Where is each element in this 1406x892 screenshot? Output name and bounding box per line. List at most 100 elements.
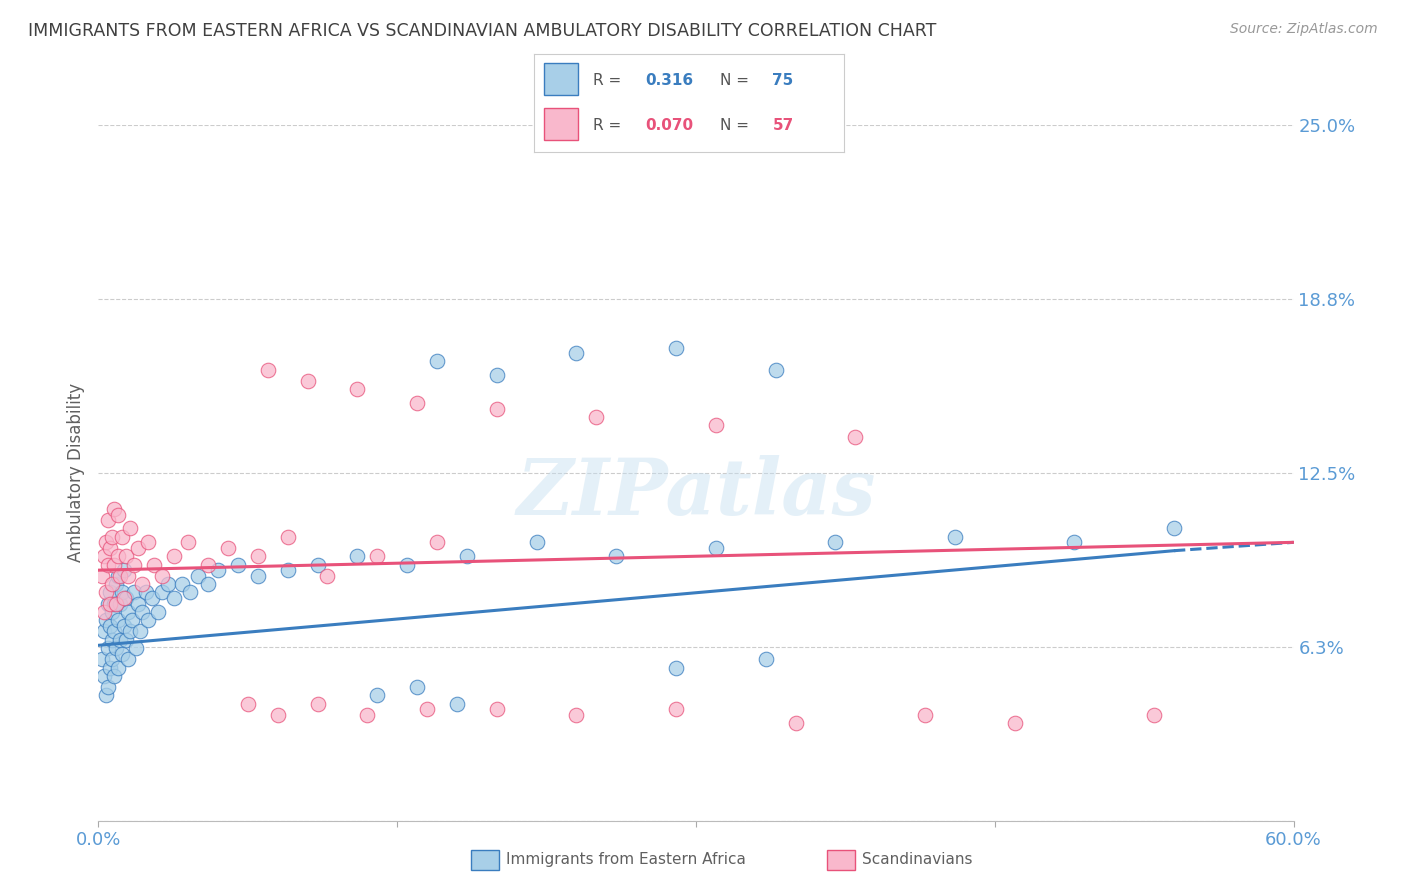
Text: Source: ZipAtlas.com: Source: ZipAtlas.com xyxy=(1230,22,1378,37)
Point xyxy=(93,549,115,564)
Text: R =: R = xyxy=(593,72,626,87)
Point xyxy=(101,632,124,647)
Point xyxy=(307,558,329,572)
Point xyxy=(356,707,378,722)
Point xyxy=(665,702,688,716)
Point xyxy=(100,660,122,674)
Point xyxy=(267,707,290,722)
Text: IMMIGRANTS FROM EASTERN AFRICA VS SCANDINAVIAN AMBULATORY DISABILITY CORRELATION: IMMIGRANTS FROM EASTERN AFRICA VS SCANDI… xyxy=(28,22,936,40)
Point xyxy=(197,577,219,591)
Point xyxy=(585,410,607,425)
Point xyxy=(1063,535,1085,549)
Point xyxy=(105,597,128,611)
Point xyxy=(97,513,120,527)
Point xyxy=(172,577,194,591)
Point xyxy=(131,577,153,591)
Text: R =: R = xyxy=(593,118,626,133)
Point xyxy=(124,558,146,572)
Point xyxy=(197,558,219,572)
Point xyxy=(107,613,129,627)
Point xyxy=(163,591,186,605)
Point xyxy=(236,697,259,711)
Point xyxy=(127,541,149,555)
Point xyxy=(485,702,508,716)
Text: 57: 57 xyxy=(772,118,794,133)
Point xyxy=(150,568,173,582)
Point xyxy=(943,530,966,544)
Point xyxy=(103,597,125,611)
Point xyxy=(824,535,846,549)
Point xyxy=(103,502,125,516)
Point xyxy=(101,577,124,591)
Point xyxy=(765,363,787,377)
Point xyxy=(307,697,329,711)
Point xyxy=(120,521,142,535)
Point xyxy=(96,535,118,549)
Point xyxy=(446,697,468,711)
Point xyxy=(485,401,508,416)
Point xyxy=(1004,716,1026,731)
Point xyxy=(1143,707,1166,722)
Point xyxy=(110,632,132,647)
Point xyxy=(127,597,149,611)
Point xyxy=(297,374,319,388)
Point xyxy=(111,585,134,599)
Text: N =: N = xyxy=(720,118,754,133)
Point xyxy=(1163,521,1185,535)
Point xyxy=(426,535,449,549)
Text: 0.316: 0.316 xyxy=(645,72,693,87)
Point xyxy=(526,535,548,549)
Point xyxy=(136,613,159,627)
Point xyxy=(246,549,269,564)
Point xyxy=(246,568,269,582)
Point xyxy=(485,368,508,383)
Point xyxy=(150,585,173,599)
Point xyxy=(157,577,180,591)
Point xyxy=(101,605,124,619)
Point xyxy=(135,585,157,599)
Point xyxy=(406,680,429,694)
Point xyxy=(93,669,115,683)
Point xyxy=(565,707,588,722)
Point xyxy=(97,597,120,611)
Text: ZIPatlas: ZIPatlas xyxy=(516,456,876,532)
Point xyxy=(148,605,170,619)
Point xyxy=(456,549,478,564)
Point xyxy=(107,549,129,564)
Point xyxy=(110,568,132,582)
Point xyxy=(125,641,148,656)
Point xyxy=(91,568,114,582)
Point xyxy=(914,707,936,722)
Point xyxy=(366,549,388,564)
FancyBboxPatch shape xyxy=(544,63,578,95)
Point xyxy=(226,558,249,572)
Point xyxy=(256,363,278,377)
Point xyxy=(107,660,129,674)
Point xyxy=(120,624,142,639)
Point xyxy=(115,632,138,647)
Point xyxy=(755,652,778,666)
Point xyxy=(93,605,115,619)
Point xyxy=(426,354,449,368)
Point xyxy=(704,418,727,433)
Point xyxy=(97,641,120,656)
Point xyxy=(117,652,139,666)
Point xyxy=(131,605,153,619)
Point xyxy=(100,597,122,611)
Point xyxy=(136,535,159,549)
Point xyxy=(163,549,186,564)
Point xyxy=(107,568,129,582)
Point xyxy=(97,680,120,694)
Point xyxy=(112,563,135,577)
Point xyxy=(187,568,209,582)
Point xyxy=(217,541,239,555)
Point xyxy=(103,624,125,639)
Y-axis label: Ambulatory Disability: Ambulatory Disability xyxy=(67,384,86,562)
Point xyxy=(107,508,129,522)
Point xyxy=(396,558,419,572)
Point xyxy=(105,577,128,591)
Point xyxy=(177,535,200,549)
Point xyxy=(96,689,118,703)
Point xyxy=(110,597,132,611)
Point xyxy=(129,624,152,639)
